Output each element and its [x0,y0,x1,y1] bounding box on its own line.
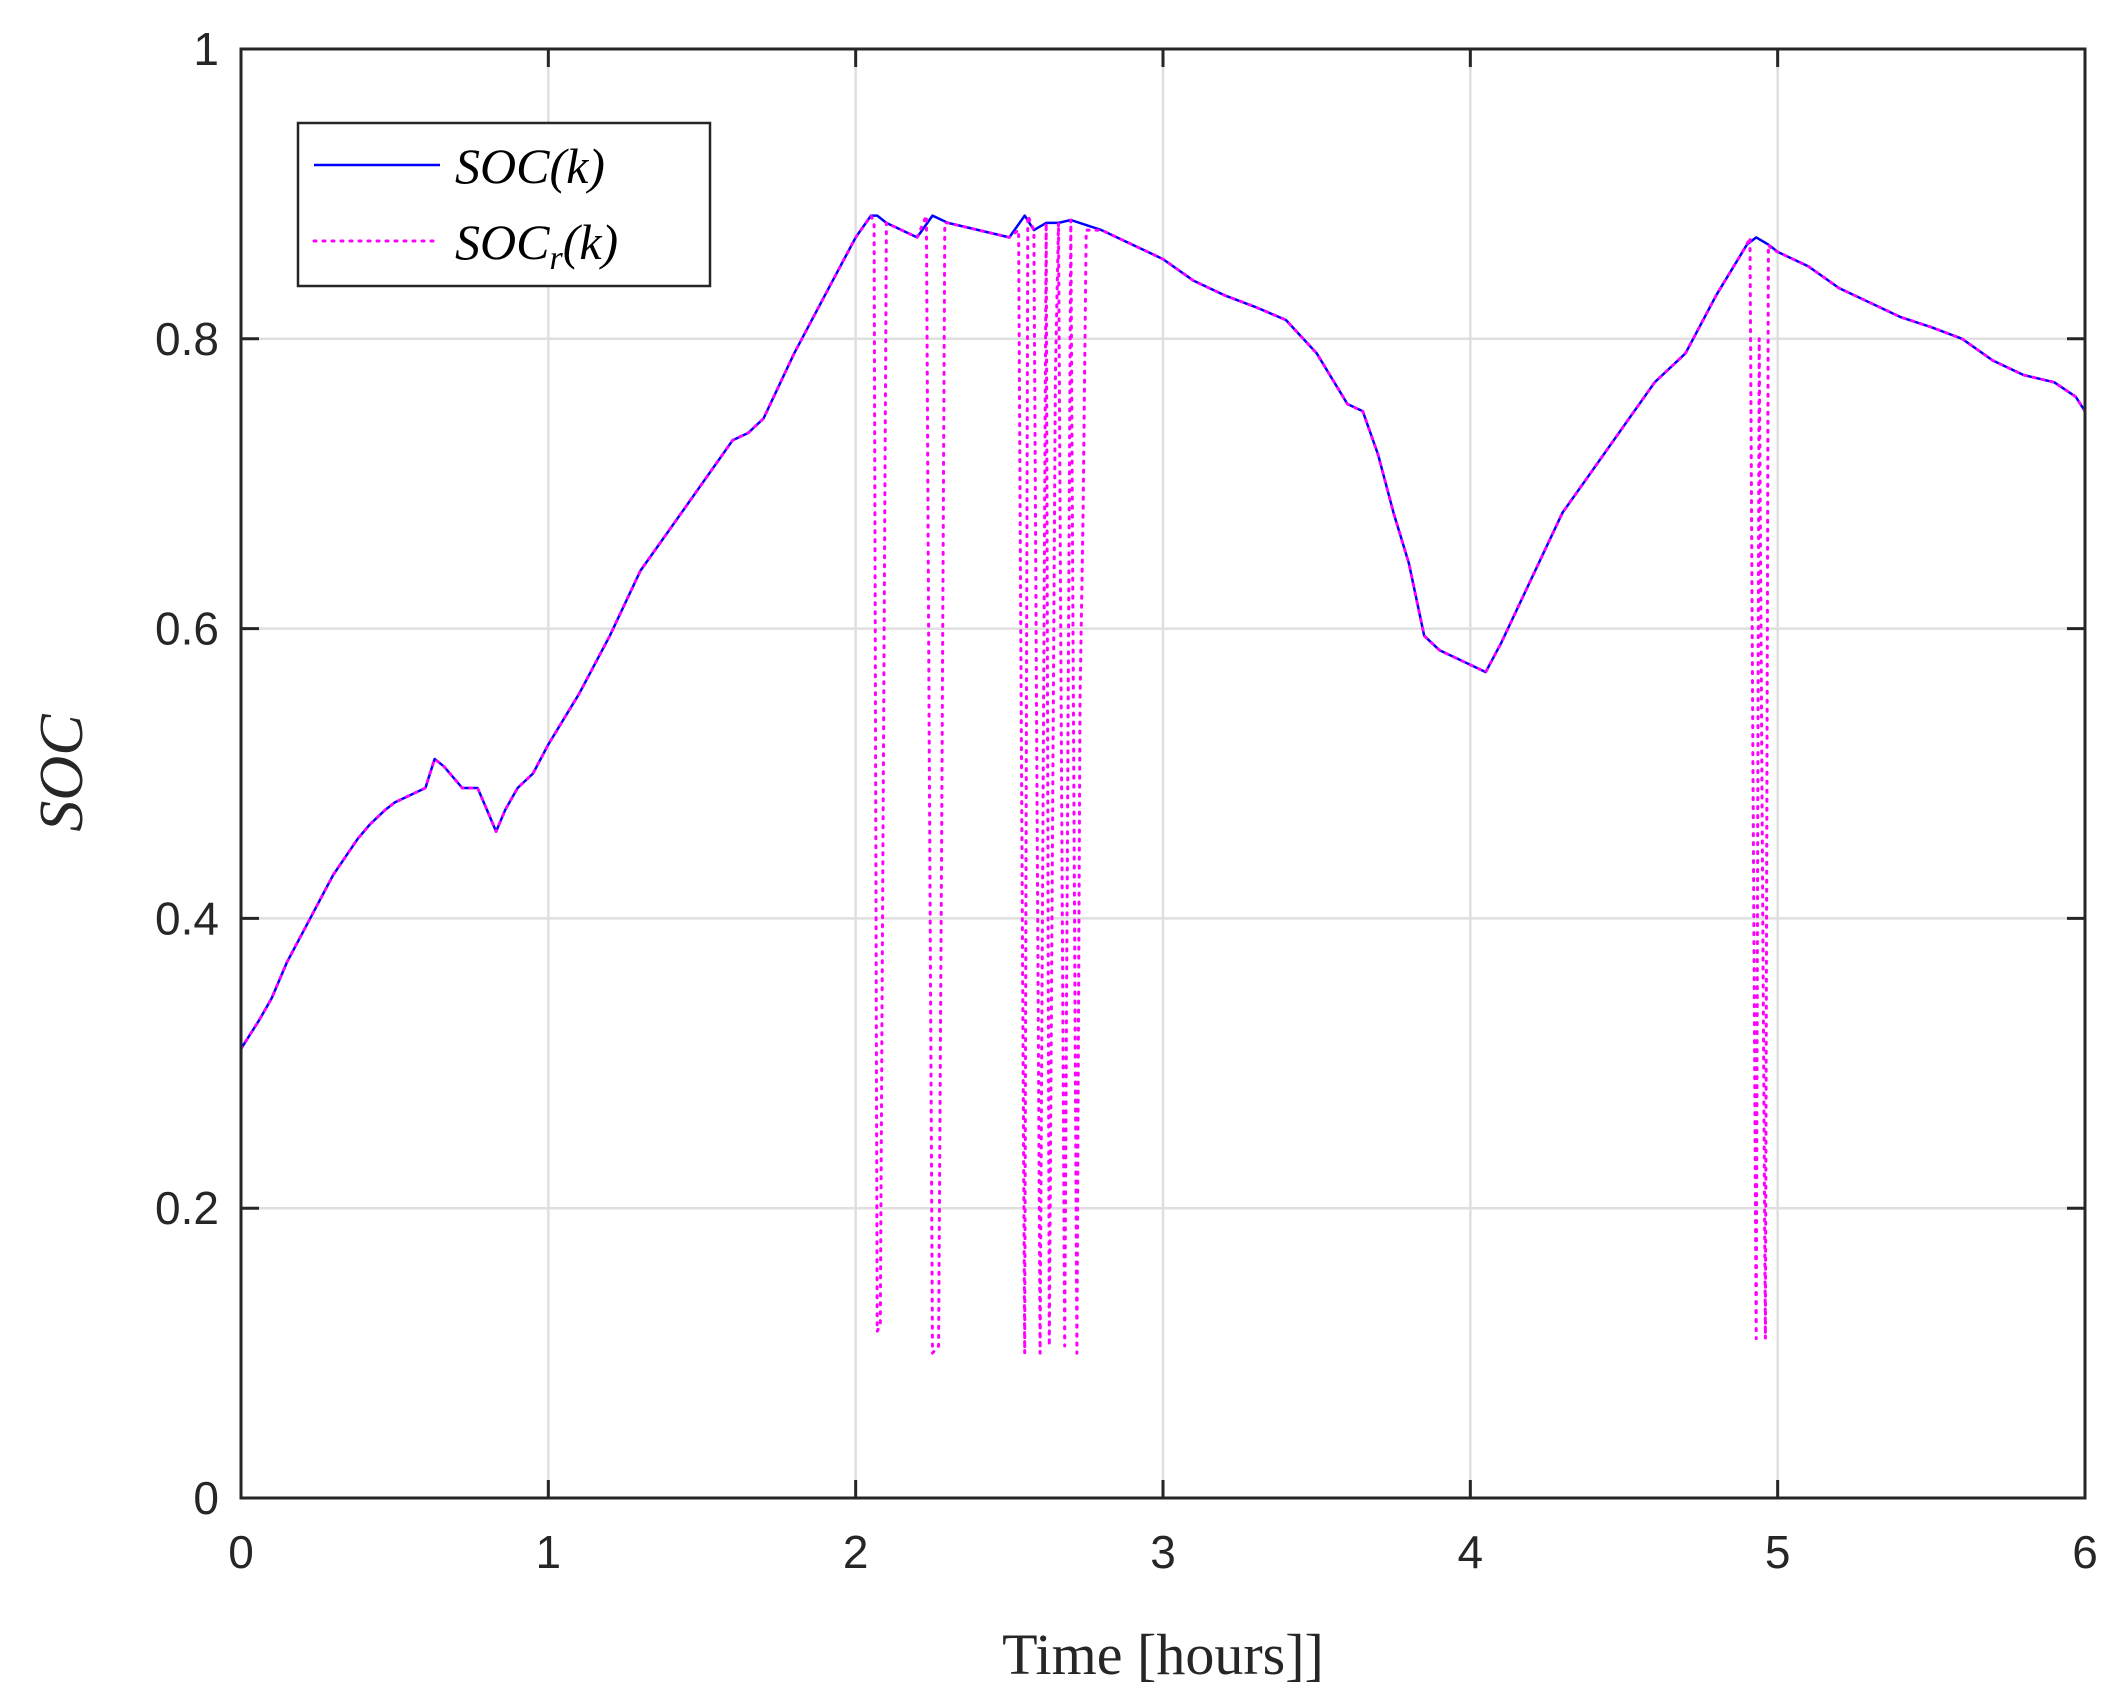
axis-ticks [239,47,2087,1500]
y-tick-label: 0.6 [155,603,219,655]
x-tick-label: 6 [2072,1526,2098,1578]
legend-label-soc-r-base: SOC [455,214,550,270]
legend: SOC(k) SOCr(k) [296,121,712,288]
y-tick-label: 0 [193,1472,219,1524]
legend-label-soc-r-sub: r [549,240,563,277]
legend-label-soc: SOC(k) [455,138,605,194]
y-tick-label: 0.8 [155,313,219,365]
legend-label-soc-suffix: (k) [549,138,605,194]
series-line-soc [239,214,2087,1050]
legend-label-soc-r-suffix: (k) [563,214,619,270]
legend-label-soc-base: SOC [455,138,550,194]
y-tick-label: 1 [193,23,219,75]
series-line-soc-r [239,214,2087,1355]
x-tick-label: 3 [1150,1526,1176,1578]
x-tick-label: 4 [1458,1526,1484,1578]
x-tick-label: 2 [843,1526,869,1578]
legend-label-soc-r: SOCr(k) [455,214,618,277]
x-tick-label: 1 [536,1526,562,1578]
x-tick-label: 0 [228,1526,254,1578]
legend-box [296,121,712,288]
tick-labels: 0 1 2 3 4 5 6 0 0.2 0.4 0.6 0.8 1 [155,23,2098,1578]
x-axis-title: Time [hours]] [1002,1622,1324,1687]
series-lines [239,214,2087,1355]
x-tick-label: 5 [1765,1526,1791,1578]
y-axis-title: SOC [28,714,96,832]
y-tick-label: 0.2 [155,1182,219,1234]
y-tick-label: 0.4 [155,892,219,944]
